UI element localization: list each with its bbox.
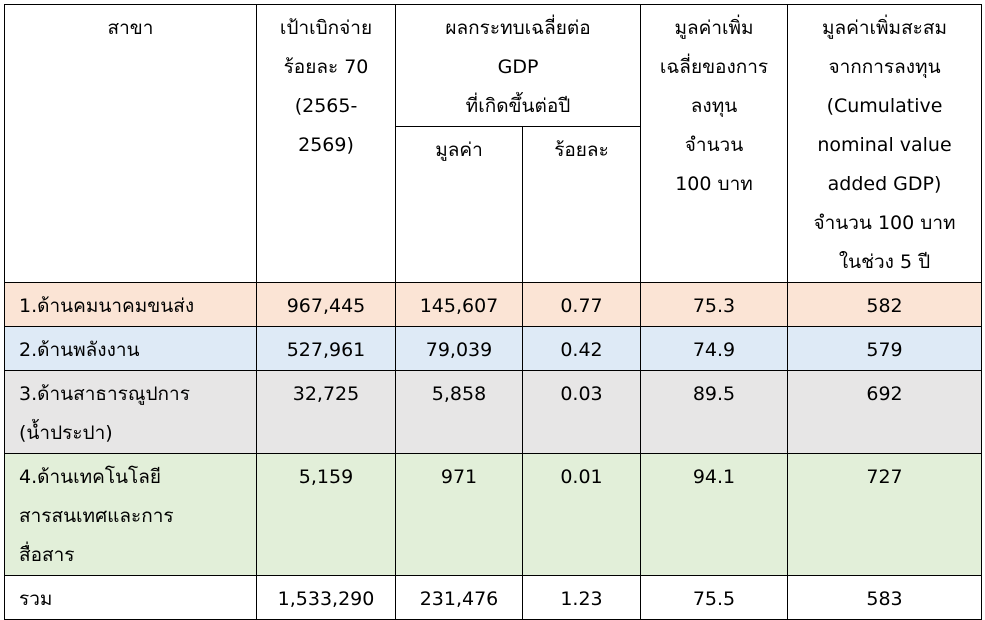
- data-row: 4.ด้านเทคโนโลยี สารสนเทศและการ สื่อสาร 5,15…: [4, 453, 982, 576]
- cell-line: ผลกระทบเฉลี่ยต่อ: [445, 17, 591, 39]
- value-cell: 0.77: [522, 282, 641, 327]
- cell-line: ในช่วง 5 ปี: [838, 251, 931, 273]
- cell-line: 3.ด้านสาธารณูปการ: [19, 383, 190, 405]
- cell-line: 2.ด้านพลังงาน: [19, 339, 140, 361]
- value-cell: 32,725: [256, 370, 396, 454]
- value-cell: 971: [395, 453, 523, 576]
- value-cell: 692: [787, 370, 982, 454]
- value-cell: 231,476: [395, 575, 523, 620]
- cell-line: ที่เกิดขึ้นต่อปี: [465, 95, 571, 117]
- value-cell: 145,607: [395, 282, 523, 327]
- row-label: 4.ด้านเทคโนโลยีสารสนเทศและการสื่อสาร: [4, 453, 257, 576]
- value-cell: 94.1: [640, 453, 788, 576]
- value-cell: 727: [787, 453, 982, 576]
- header-row: สาขา เป้าเบิกจ่ายร้อยละ 70 (2565- 2569) ผล…: [4, 4, 982, 283]
- cell-line: สื่อสาร: [19, 544, 75, 566]
- header-cell: มูลค่า: [395, 126, 523, 283]
- cell-line: สารสนเทศและการ: [19, 505, 174, 527]
- header-row: มูลค่า ร้อยละ: [5, 126, 982, 283]
- value-cell: 583: [787, 575, 982, 620]
- value-cell: 582: [787, 282, 982, 327]
- header-cell: มูลค่าเพิ่มสะสมจากการลงทุน (Cumulative nom…: [787, 4, 982, 283]
- value-cell: 0.03: [522, 370, 641, 454]
- cell-line: รวม: [19, 588, 53, 610]
- cell-line: GDP: [497, 56, 539, 78]
- cell-line: added GDP): [827, 173, 942, 195]
- row-label: 2.ด้านพลังงาน: [4, 326, 257, 371]
- cell-line: nominal value: [817, 134, 952, 156]
- cell-line: จำนวน: [684, 134, 744, 156]
- cell-line: 2569): [298, 134, 354, 156]
- value-cell: 75.3: [640, 282, 788, 327]
- cell-line: จำนวน 100 บาท: [813, 212, 956, 234]
- header-cell: ผลกระทบเฉลี่ยต่อ GDP ที่เกิดขึ้นต่อปี: [395, 4, 641, 127]
- cell-line: 4.ด้านเทคโนโลยี: [19, 466, 162, 488]
- value-cell: 5,159: [256, 453, 396, 576]
- data-table: สาขา เป้าเบิกจ่ายร้อยละ 70 (2565- 2569) ผล…: [4, 4, 982, 620]
- value-cell: 1.23: [522, 575, 641, 620]
- page: สาขา เป้าเบิกจ่ายร้อยละ 70 (2565- 2569) ผล…: [4, 4, 982, 620]
- row-label: 1.ด้านคมนาคมขนส่ง: [4, 282, 257, 327]
- cell-line: เป้าเบิกจ่าย: [279, 17, 373, 39]
- value-cell: 74.9: [640, 326, 788, 371]
- cell-line: มูลค่าเพิ่มสะสม: [821, 17, 947, 39]
- header-cell: สาขา: [4, 4, 257, 283]
- value-cell: 89.5: [640, 370, 788, 454]
- header-cell: ร้อยละ: [522, 126, 641, 283]
- value-cell: 75.5: [640, 575, 788, 620]
- cell-line: สาขา: [107, 17, 154, 39]
- value-cell: 0.42: [522, 326, 641, 371]
- data-row: 3.ด้านสาธารณูปการ (น้ำประปา) 32,725 5,858 0.…: [4, 370, 982, 454]
- header-cell: เป้าเบิกจ่ายร้อยละ 70 (2565- 2569): [256, 4, 396, 283]
- data-row: 2.ด้านพลังงาน 527,961 79,039 0.42 74.9 579: [4, 326, 982, 371]
- value-cell: 527,961: [256, 326, 396, 371]
- cell-line: (2565-: [294, 95, 358, 117]
- value-cell: 5,858: [395, 370, 523, 454]
- cell-line: เฉลี่ยของการ: [659, 56, 769, 78]
- row-label: รวม: [4, 575, 257, 620]
- cell-line: ร้อยละ 70: [283, 56, 369, 78]
- cell-line: มูลค่าเพิ่ม: [674, 17, 754, 39]
- cell-line: (น้ำประปา): [19, 422, 113, 444]
- cell-line: 1.ด้านคมนาคมขนส่ง: [19, 295, 195, 317]
- cell-line: จากการลงทุน: [828, 56, 941, 78]
- data-row: รวม 1,533,290 231,476 1.23 75.5 583: [4, 575, 982, 620]
- value-cell: 1,533,290: [256, 575, 396, 620]
- cell-line: 100 บาท: [675, 173, 753, 195]
- header-cell: มูลค่าเพิ่มเฉลี่ยของการลงทุนจำนวน 100 บาท: [640, 4, 788, 283]
- row-label: 3.ด้านสาธารณูปการ (น้ำประปา): [4, 370, 257, 454]
- value-cell: 0.01: [522, 453, 641, 576]
- value-cell: 579: [787, 326, 982, 371]
- value-cell: 79,039: [395, 326, 523, 371]
- data-row: 1.ด้านคมนาคมขนส่ง 967,445 145,607 0.77 75.3 5…: [4, 282, 982, 327]
- value-cell: 967,445: [256, 282, 396, 327]
- cell-line: (Cumulative: [826, 95, 943, 117]
- cell-line: ลงทุน: [690, 95, 738, 117]
